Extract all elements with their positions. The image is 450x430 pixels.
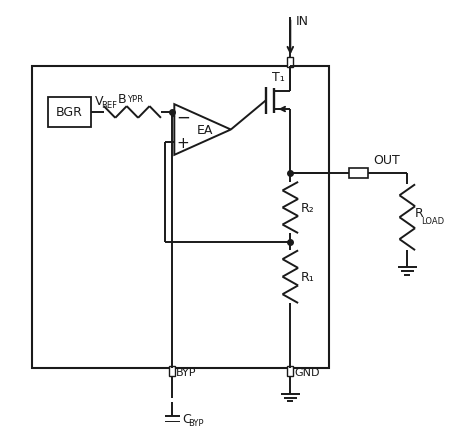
Text: YPR: YPR bbox=[126, 95, 143, 104]
Text: V: V bbox=[95, 95, 104, 108]
Bar bbox=[48, 98, 90, 127]
Text: REF: REF bbox=[101, 101, 117, 109]
Text: +: + bbox=[177, 135, 189, 150]
Text: R: R bbox=[415, 206, 424, 219]
Bar bbox=[349, 169, 368, 179]
Text: EA: EA bbox=[196, 124, 213, 137]
Text: BGR: BGR bbox=[56, 106, 82, 119]
Bar bbox=[32, 67, 329, 369]
Text: C: C bbox=[182, 412, 191, 426]
Bar bbox=[288, 366, 293, 376]
Text: IN: IN bbox=[296, 15, 309, 28]
Text: R₂: R₂ bbox=[301, 202, 315, 215]
Text: OUT: OUT bbox=[373, 154, 400, 167]
Text: BYP: BYP bbox=[176, 367, 197, 378]
Text: BYP: BYP bbox=[188, 418, 203, 427]
Text: GND: GND bbox=[294, 367, 320, 378]
Bar bbox=[170, 366, 176, 376]
Text: R₁: R₁ bbox=[301, 270, 315, 283]
Bar bbox=[288, 58, 293, 68]
Text: −: − bbox=[176, 109, 190, 126]
Text: T₁: T₁ bbox=[272, 71, 284, 83]
Text: B: B bbox=[118, 92, 126, 106]
Text: LOAD: LOAD bbox=[421, 216, 444, 225]
